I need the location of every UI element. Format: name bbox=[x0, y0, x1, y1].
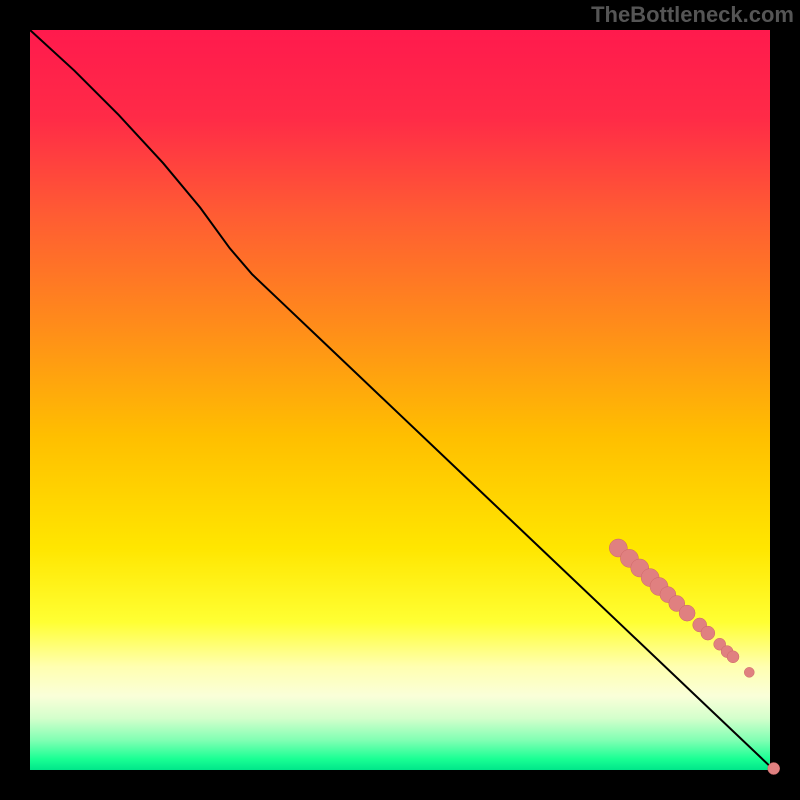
heatmap-curve-chart bbox=[0, 0, 800, 800]
chart-container: TheBottleneck.com bbox=[0, 0, 800, 800]
data-marker bbox=[744, 667, 754, 677]
data-marker bbox=[679, 605, 695, 621]
watermark-text: TheBottleneck.com bbox=[591, 2, 794, 28]
data-marker bbox=[701, 626, 715, 640]
data-marker bbox=[768, 763, 780, 775]
data-marker bbox=[727, 651, 739, 663]
plot-background bbox=[30, 30, 770, 770]
